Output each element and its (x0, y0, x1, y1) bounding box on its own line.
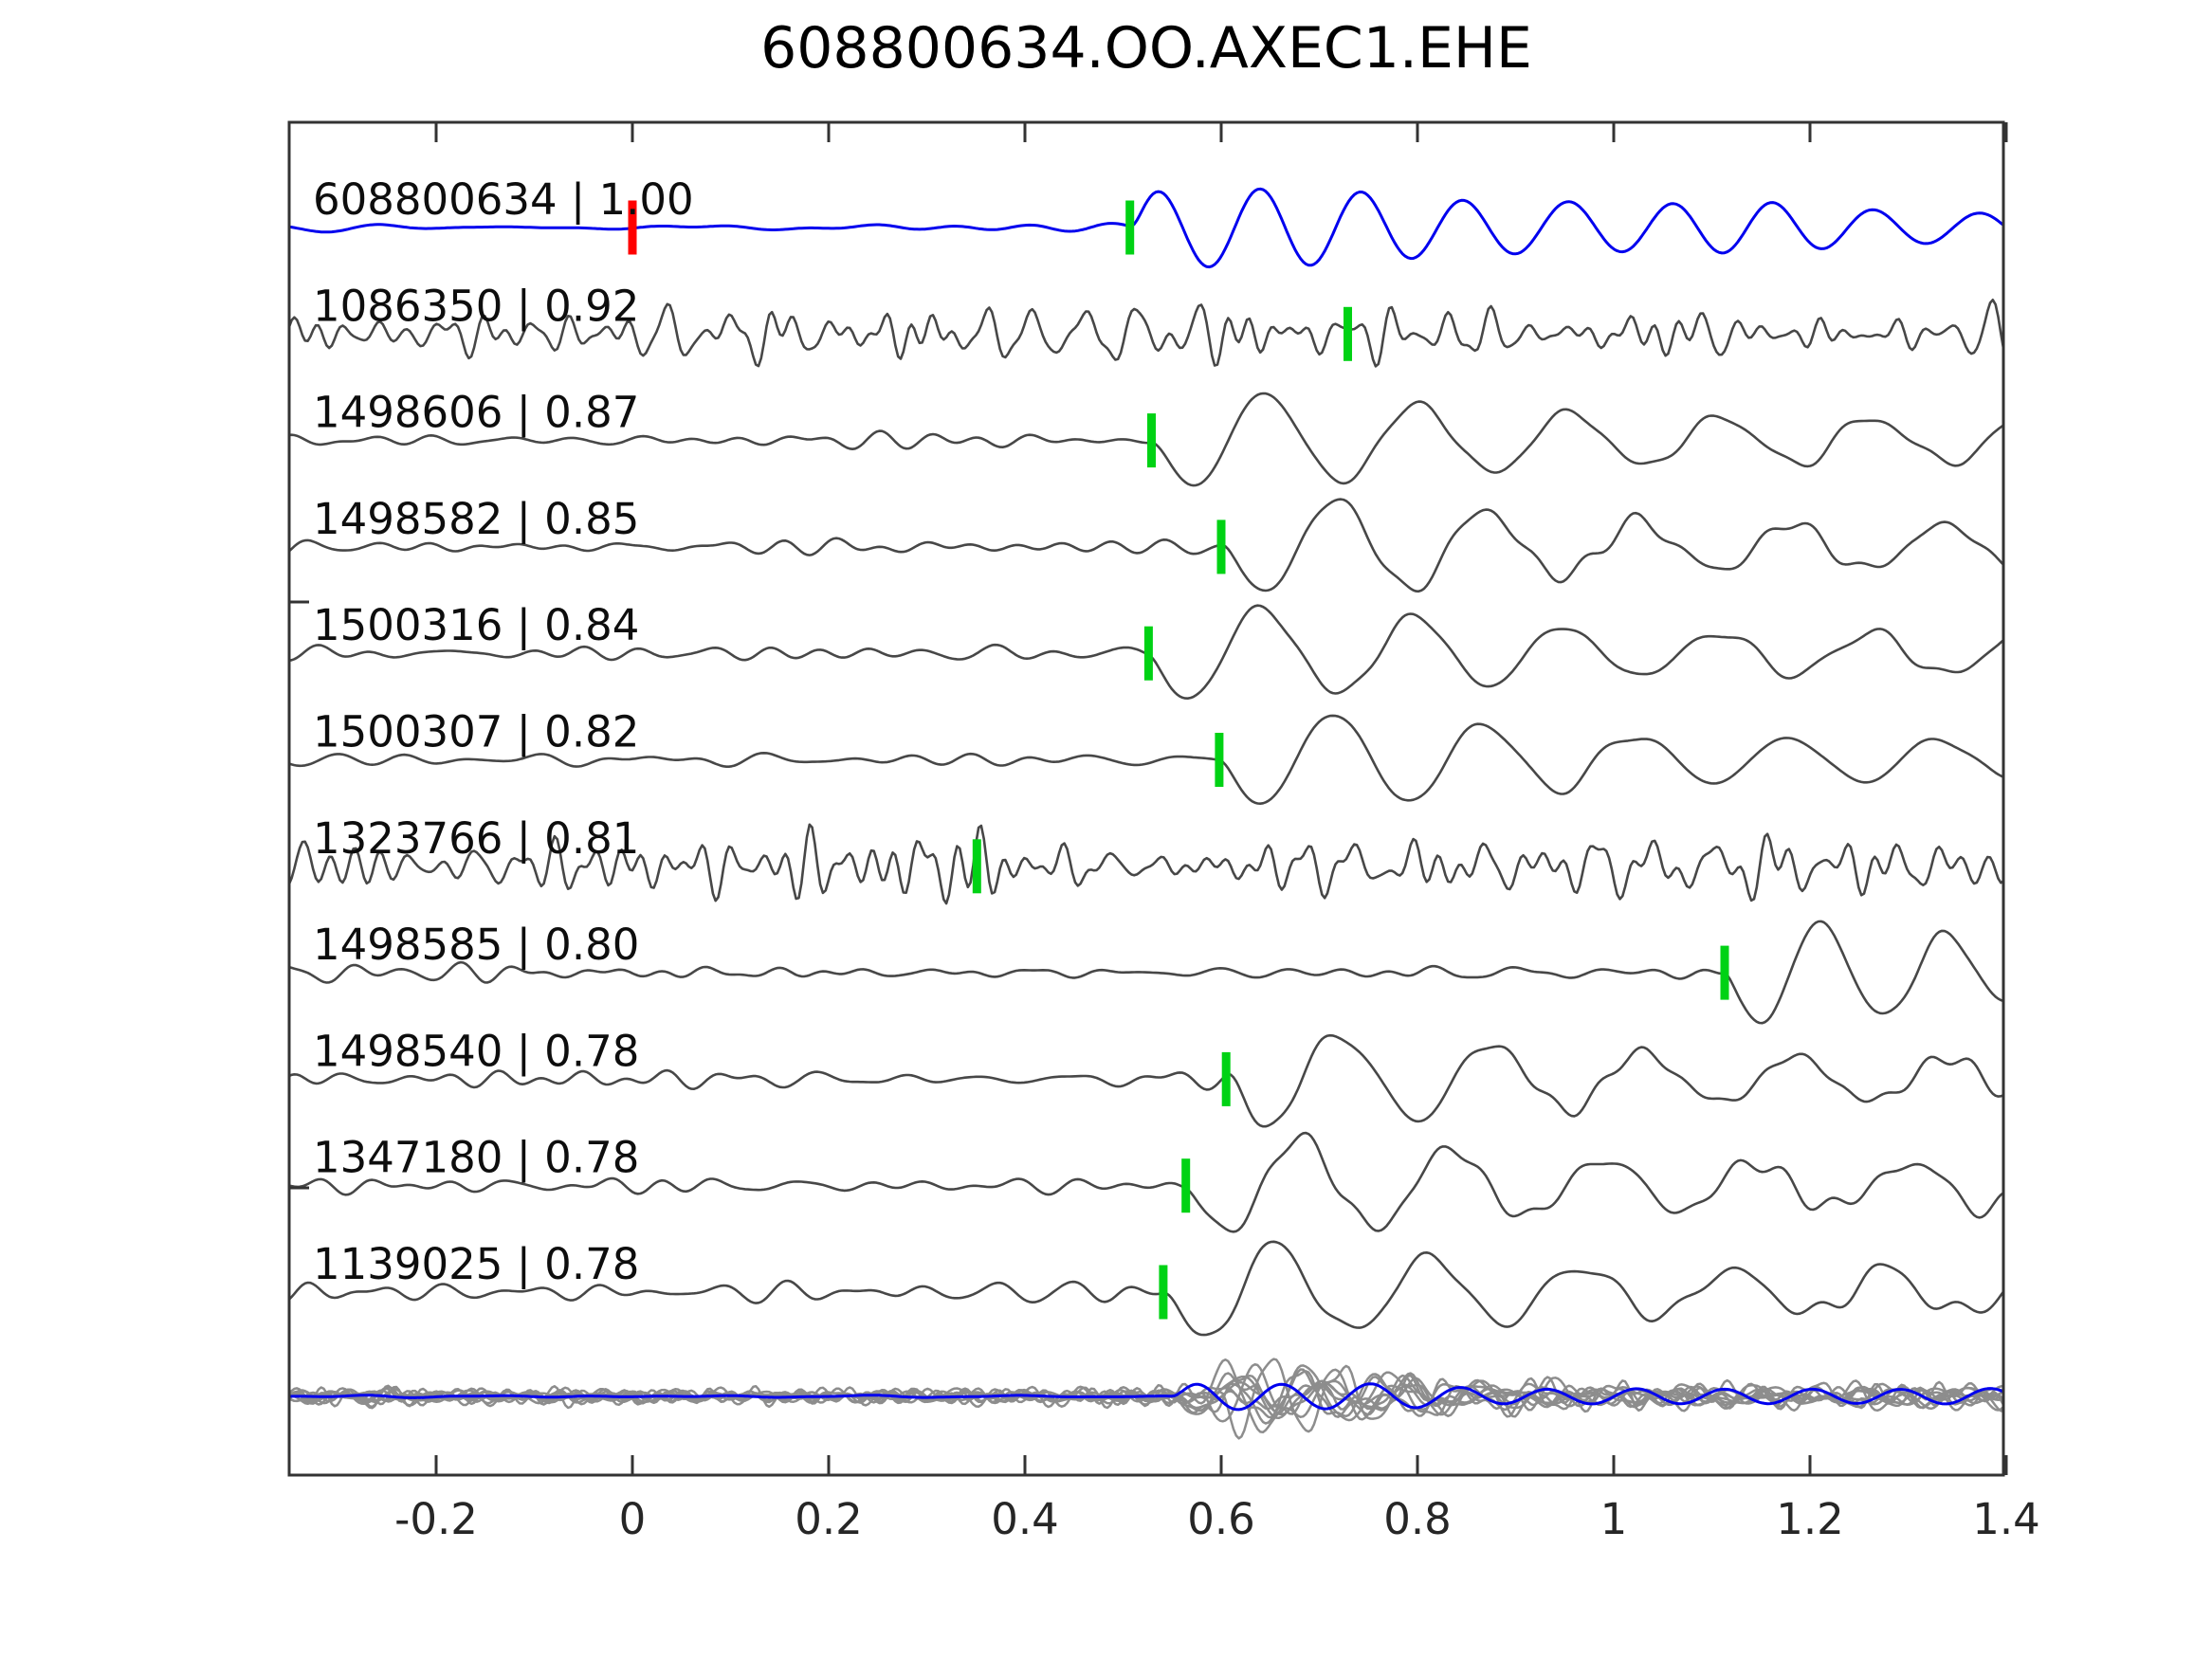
trace-line-1323766 (289, 823, 2003, 905)
x-tick-label: -0.2 (394, 1494, 478, 1544)
x-tick-label: 0.8 (1383, 1494, 1452, 1544)
trace-line-1500307 (289, 714, 2003, 805)
axes-frame (287, 120, 2005, 1477)
x-tick-label: 0.2 (795, 1494, 863, 1544)
x-tick-label: 1 (1600, 1494, 1628, 1544)
pick-marker-1347180 (1181, 1158, 1191, 1213)
x-tick-label: 1.4 (1972, 1494, 2040, 1544)
x-tick-label: 0.6 (1187, 1494, 1255, 1544)
trace-label-1347180: 1347180 | 0.78 (313, 1133, 639, 1183)
trace-label-1500316: 1500316 | 0.84 (313, 600, 639, 650)
trace-label-608800634: 608800634 | 1.00 (313, 174, 694, 225)
pick-marker-1086350 (1344, 306, 1352, 361)
traces-group (289, 187, 2003, 1440)
trace-label-1086350: 1086350 | 0.92 (313, 281, 639, 331)
overlay-gray-trace-9 (289, 1374, 2003, 1416)
trace-label-1323766: 1323766 | 0.81 (313, 813, 639, 864)
trace-line-1498582 (289, 498, 2003, 593)
pick-marker-1500316 (1143, 626, 1153, 681)
trace-line-1498585 (289, 920, 2003, 1025)
pick-marker-1498585 (1720, 945, 1729, 1000)
pick-marker-1498606 (1147, 413, 1156, 468)
trace-label-1498582: 1498582 | 0.85 (313, 494, 639, 544)
chart-title: 608800634.OO.AXEC1.EHE (760, 15, 1532, 82)
x-tick-label: 0.4 (991, 1494, 1059, 1544)
pick-marker-1498540 (1221, 1051, 1231, 1106)
trace-label-1498540: 1498540 | 0.78 (313, 1026, 639, 1076)
pick-marker-1500307 (1215, 733, 1224, 787)
pick-marker-1139025 (1159, 1265, 1168, 1320)
pick-marker-1323766 (972, 839, 981, 894)
pick-marker-608800634 (1125, 200, 1135, 255)
trace-line-1086350 (289, 299, 2003, 368)
x-tick-label: 1.2 (1776, 1494, 1844, 1544)
overlay-template-trace (289, 1382, 2003, 1412)
zero-time-marker (628, 200, 637, 255)
trace-line-1498540 (289, 1033, 2003, 1128)
pick-marker-1498582 (1216, 520, 1226, 574)
trace-label-1498606: 1498606 | 0.87 (313, 388, 639, 438)
x-tick-label: 0 (619, 1494, 647, 1544)
trace-line-608800634 (289, 187, 2003, 269)
trace-label-1500307: 1500307 | 0.82 (313, 707, 639, 757)
trace-label-1139025: 1139025 | 0.78 (313, 1239, 639, 1289)
trace-line-1139025 (289, 1240, 2003, 1337)
trace-line-1347180 (289, 1131, 2003, 1233)
trace-label-1498585: 1498585 | 0.80 (313, 920, 639, 970)
